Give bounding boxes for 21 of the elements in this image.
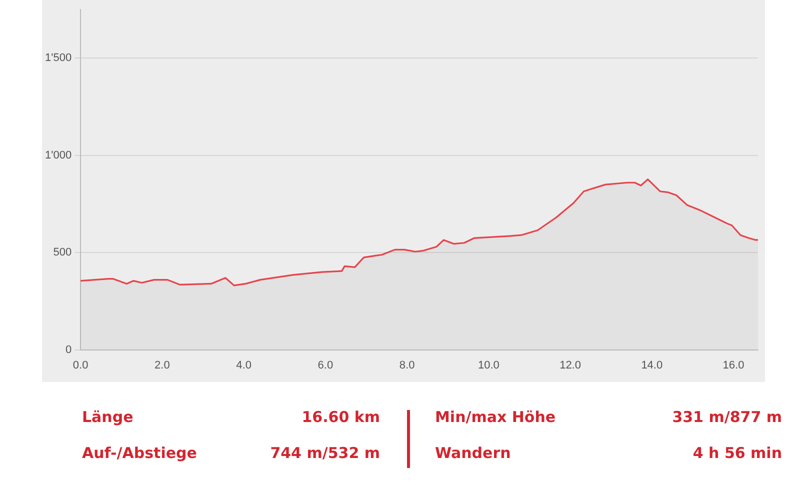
text: Min/max Höhe bbox=[435, 408, 556, 426]
x-tick-label: 14.0 bbox=[641, 359, 663, 372]
x-tick-label: 12.0 bbox=[560, 359, 581, 372]
y-tick-label: 1'000 bbox=[44, 149, 72, 162]
x-tick-label: 16.0 bbox=[722, 359, 744, 372]
y-tick-label: 500 bbox=[53, 246, 72, 259]
y-tick-label: 1'500 bbox=[44, 52, 72, 64]
y-tick-label: 0 bbox=[65, 344, 72, 356]
x-tick-label: 8.0 bbox=[399, 359, 415, 372]
x-tick-label: 10.0 bbox=[478, 359, 500, 372]
x-tick-label: 4.0 bbox=[236, 359, 252, 372]
text: Auf-/Abstiege bbox=[82, 444, 197, 462]
text: 744 m/532 m bbox=[270, 444, 380, 462]
text: Wandern bbox=[435, 444, 511, 462]
text: 331 m/877 m bbox=[672, 408, 782, 426]
text: 16.60 km bbox=[302, 408, 380, 426]
x-tick-label: 6.0 bbox=[318, 359, 334, 372]
text: 4 h 56 min bbox=[692, 444, 782, 462]
x-tick-label: 0.0 bbox=[72, 359, 88, 372]
x-tick-label: 2.0 bbox=[154, 359, 170, 372]
text: Länge bbox=[82, 408, 134, 426]
